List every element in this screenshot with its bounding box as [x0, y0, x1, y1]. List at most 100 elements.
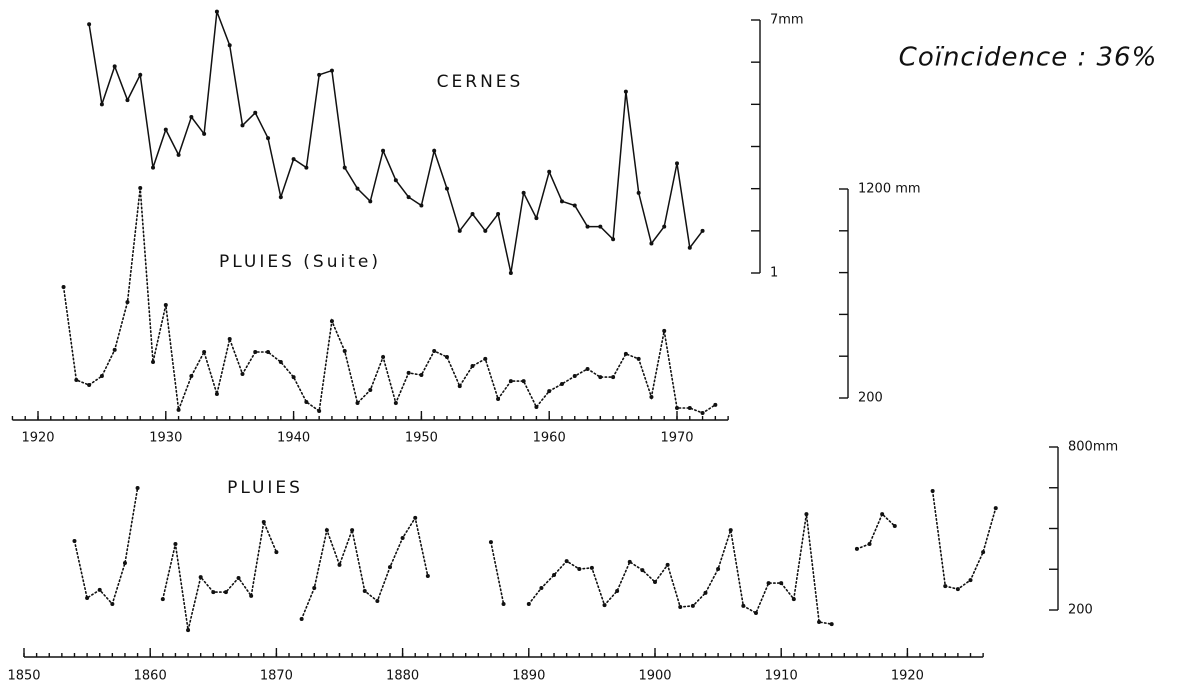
data-point	[649, 394, 654, 399]
data-point	[508, 271, 513, 275]
x-tick-label: 1850	[7, 669, 40, 684]
data-point	[678, 605, 683, 610]
data-point	[547, 389, 552, 394]
data-point	[779, 581, 784, 586]
data-point	[240, 371, 245, 376]
data-point	[675, 161, 679, 166]
data-point	[598, 224, 603, 229]
x-tick-label: 1970	[660, 431, 693, 446]
data-point	[791, 597, 796, 602]
data-point	[138, 185, 143, 190]
data-point	[577, 566, 582, 571]
data-point	[753, 610, 758, 615]
data-point	[400, 536, 405, 541]
data-point	[623, 89, 628, 94]
x-tick-label: 1940	[277, 431, 310, 446]
series-label: PLUIES	[227, 478, 303, 498]
data-point	[393, 178, 398, 183]
data-point	[112, 347, 117, 352]
annotation: Coïncidence : 36%	[899, 43, 1158, 73]
x-tick-label: 1950	[405, 431, 438, 446]
data-point	[355, 186, 360, 191]
data-point	[99, 374, 104, 379]
data-point	[700, 411, 705, 416]
data-point	[160, 597, 165, 602]
data-point	[425, 574, 430, 579]
data-point	[97, 587, 102, 592]
data-point	[214, 392, 219, 397]
data-point	[716, 566, 721, 571]
data-point	[278, 195, 283, 200]
data-point	[955, 587, 960, 592]
data-point	[640, 568, 645, 573]
data-point	[304, 165, 309, 170]
data-point	[87, 383, 92, 388]
x-tick-label: 1860	[134, 669, 167, 684]
data-point	[176, 152, 181, 157]
data-point	[444, 186, 449, 191]
data-point	[483, 228, 488, 233]
data-point	[406, 195, 411, 200]
data-point	[317, 408, 322, 413]
data-point	[547, 169, 552, 174]
data-point	[163, 127, 168, 132]
data-point	[444, 355, 449, 360]
data-point	[253, 350, 258, 355]
data-point	[413, 515, 418, 520]
data-point	[312, 585, 317, 590]
data-point	[189, 374, 194, 379]
data-point	[151, 165, 156, 170]
data-point	[432, 148, 437, 153]
data-point	[198, 575, 203, 580]
data-point	[61, 285, 66, 290]
data-point	[457, 228, 462, 233]
data-point	[930, 489, 935, 494]
data-point	[552, 572, 557, 577]
data-point	[125, 98, 130, 103]
series-label: PLUIES (Suite)	[219, 252, 381, 272]
data-point	[393, 401, 398, 406]
data-point	[151, 360, 156, 365]
y-tick-label: 7mm	[770, 13, 804, 28]
data-point	[981, 550, 986, 555]
data-point	[662, 328, 667, 333]
x-tick-label: 1920	[21, 431, 54, 446]
data-point	[483, 356, 488, 361]
data-point	[362, 588, 367, 593]
data-point	[627, 559, 632, 564]
data-point	[368, 199, 373, 204]
data-point	[274, 550, 279, 555]
data-point	[214, 9, 219, 14]
x-tick-label: 1920	[891, 669, 924, 684]
data-point	[253, 110, 258, 115]
data-point	[329, 319, 334, 324]
data-point	[611, 237, 616, 242]
data-point	[72, 538, 77, 543]
data-point	[559, 199, 564, 204]
data-point	[163, 302, 168, 307]
data-point	[189, 114, 194, 119]
data-point	[291, 375, 296, 380]
data-point	[880, 512, 885, 517]
data-point	[521, 379, 526, 384]
data-point	[387, 565, 392, 570]
data-point	[227, 43, 232, 48]
data-point	[665, 562, 670, 567]
data-point	[496, 211, 501, 216]
data-point	[611, 375, 616, 380]
data-point	[690, 603, 695, 608]
data-point	[488, 540, 493, 545]
data-point	[355, 401, 360, 406]
series-line	[73, 487, 997, 631]
data-point	[602, 603, 607, 608]
data-point	[968, 578, 973, 583]
data-point	[299, 616, 304, 621]
data-point	[636, 190, 641, 195]
data-point	[342, 165, 347, 170]
y2-tick-label: 200	[858, 391, 883, 406]
data-point	[559, 381, 564, 386]
data-point	[227, 337, 232, 342]
data-point	[249, 593, 254, 598]
data-point	[713, 402, 718, 407]
